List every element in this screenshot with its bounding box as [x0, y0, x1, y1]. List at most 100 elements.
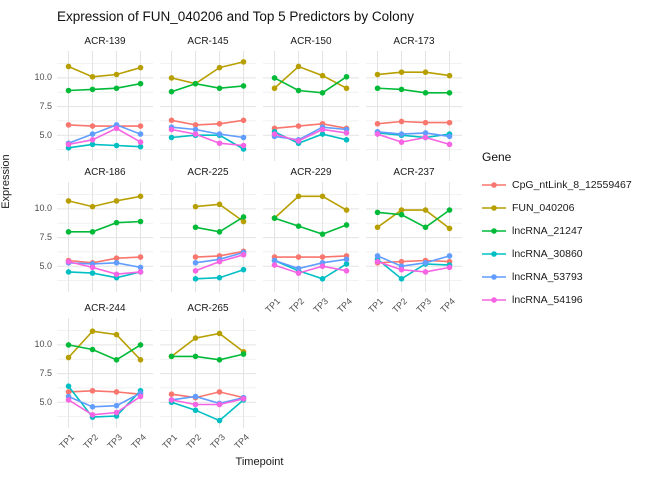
data-point-lncRNA_30860	[240, 266, 247, 273]
legend-key-icon	[482, 204, 506, 211]
data-point-lncRNA_54196	[137, 269, 144, 275]
facet-strip-ACR-173: ACR-173	[393, 36, 435, 47]
data-point-FUN_040206	[192, 335, 199, 341]
series-line-lncRNA_54196	[68, 127, 141, 146]
series-line-lncRNA_21247	[68, 82, 141, 92]
data-point-lncRNA_54196	[168, 126, 175, 133]
data-point-FUN_040206	[422, 69, 429, 75]
data-point-lncRNA_54196	[65, 141, 72, 148]
data-point-lncRNA_54196	[137, 393, 144, 400]
data-point-CpG_ntLink_8_12559467	[137, 254, 144, 260]
data-point-lncRNA_30860	[192, 276, 199, 282]
data-point-FUN_040206	[216, 330, 223, 337]
data-point-lncRNA_54196	[295, 138, 302, 144]
data-point-lncRNA_30860	[137, 143, 144, 150]
series-line-lncRNA_54196	[377, 133, 450, 146]
data-point-lncRNA_21247	[422, 90, 429, 96]
data-point-lncRNA_30860	[89, 270, 96, 276]
data-point-lncRNA_54196	[113, 271, 120, 278]
series-line-lncRNA_53793	[68, 392, 141, 408]
series-line-FUN_040206	[377, 71, 450, 77]
data-point-lncRNA_21247	[192, 224, 199, 231]
facet-strip-ACR-150: ACR-150	[290, 36, 332, 47]
data-point-lncRNA_54196	[89, 137, 96, 143]
data-point-lncRNA_30860	[398, 276, 405, 282]
data-point-FUN_040206	[192, 203, 199, 210]
data-point-lncRNA_21247	[192, 353, 199, 360]
data-point-FUN_040206	[65, 198, 72, 204]
data-point-FUN_040206	[398, 69, 405, 75]
data-point-lncRNA_30860	[89, 141, 96, 148]
series-line-lncRNA_30860	[377, 132, 450, 139]
data-point-lncRNA_21247	[271, 215, 278, 221]
data-point-lncRNA_53793	[343, 256, 350, 263]
data-point-lncRNA_53793	[374, 253, 381, 259]
legend-label: lncRNA_53793	[512, 270, 583, 283]
data-point-lncRNA_54196	[192, 268, 199, 274]
facet-strip-ACR-229: ACR-229	[290, 167, 332, 178]
data-point-lncRNA_30860	[343, 261, 350, 267]
data-point-lncRNA_54196	[65, 258, 72, 265]
legend-label: lncRNA_30860	[512, 247, 583, 260]
data-point-CpG_ntLink_8_12559467	[216, 389, 223, 395]
legend-key-icon	[482, 227, 506, 234]
data-point-lncRNA_54196	[216, 140, 223, 147]
data-point-FUN_040206	[65, 354, 72, 361]
series-line-CpG_ntLink_8_12559467	[274, 255, 347, 258]
data-point-lncRNA_54196	[343, 268, 350, 274]
series-line-CpG_ntLink_8_12559467	[377, 120, 450, 125]
series-line-FUN_040206	[171, 61, 244, 85]
series-line-lncRNA_54196	[274, 128, 347, 142]
series-line-lncRNA_54196	[68, 260, 141, 276]
series-line-CpG_ntLink_8_12559467	[68, 124, 141, 127]
data-point-lncRNA_53793	[295, 265, 302, 272]
data-point-FUN_040206	[295, 193, 302, 200]
facet-plot-ACR-186	[57, 182, 153, 292]
data-point-CpG_ntLink_8_12559467	[65, 389, 72, 395]
facet-strip-ACR-139: ACR-139	[84, 36, 126, 47]
data-point-lncRNA_53793	[192, 393, 199, 400]
data-point-CpG_ntLink_8_12559467	[168, 117, 175, 124]
data-point-lncRNA_54196	[319, 263, 326, 270]
data-point-lncRNA_53793	[422, 259, 429, 266]
data-point-lncRNA_21247	[65, 87, 72, 94]
data-point-lncRNA_21247	[295, 87, 302, 94]
facet-strip-ACR-244: ACR-244	[84, 303, 126, 314]
series-line-CpG_ntLink_8_12559467	[68, 256, 141, 264]
legend-key-icon	[482, 296, 506, 303]
series-line-lncRNA_21247	[377, 87, 450, 94]
facet-strip-ACR-225: ACR-225	[187, 167, 229, 178]
data-point-lncRNA_21247	[422, 224, 429, 231]
legend-title: Gene	[482, 150, 512, 164]
data-point-lncRNA_53793	[240, 134, 247, 141]
data-point-FUN_040206	[89, 328, 96, 334]
data-point-lncRNA_21247	[319, 90, 326, 96]
data-point-lncRNA_54196	[168, 397, 175, 403]
facet-plot-ACR-225	[160, 182, 256, 292]
data-point-lncRNA_53793	[446, 133, 453, 140]
data-point-lncRNA_21247	[240, 214, 247, 220]
data-point-CpG_ntLink_8_12559467	[422, 119, 429, 126]
data-point-FUN_040206	[374, 224, 381, 231]
data-point-FUN_040206	[89, 203, 96, 210]
legend-item-lncRNA_53793: lncRNA_53793	[482, 265, 632, 288]
data-point-FUN_040206	[374, 71, 381, 78]
data-point-lncRNA_54196	[374, 258, 381, 265]
data-point-FUN_040206	[295, 63, 302, 70]
series-line-lncRNA_30860	[274, 259, 347, 280]
data-point-lncRNA_54196	[446, 264, 453, 271]
data-point-lncRNA_53793	[271, 257, 278, 264]
series-line-lncRNA_53793	[377, 255, 450, 268]
data-point-CpG_ntLink_8_12559467	[137, 123, 144, 129]
data-point-lncRNA_53793	[192, 259, 199, 266]
data-point-CpG_ntLink_8_12559467	[89, 123, 96, 129]
series-line-lncRNA_53793	[377, 131, 450, 138]
data-point-lncRNA_21247	[240, 351, 247, 357]
data-point-CpG_ntLink_8_12559467	[89, 387, 96, 394]
series-line-lncRNA_53793	[274, 258, 347, 270]
data-point-lncRNA_30860	[343, 137, 350, 143]
x-axis-title: Timepoint	[235, 456, 284, 468]
series-line-lncRNA_21247	[377, 209, 450, 229]
data-point-CpG_ntLink_8_12559467	[374, 120, 381, 127]
